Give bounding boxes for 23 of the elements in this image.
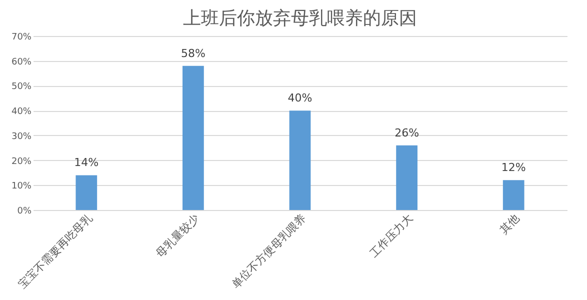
y-tick-label: 40% (11, 107, 32, 118)
data-label: 12% (501, 161, 526, 174)
chart-title: 上班后你放弃母乳喂养的原因 (183, 8, 417, 29)
x-tick-label: 其他 (497, 212, 522, 237)
y-tick-label: 60% (11, 57, 32, 68)
data-label: 26% (394, 126, 420, 140)
x-tick-label: 母乳量较少 (154, 212, 202, 260)
y-tick-label: 50% (11, 82, 32, 92)
y-tick-label: 0% (17, 206, 32, 216)
bar (76, 175, 98, 210)
y-tick-label: 30% (11, 132, 32, 142)
y-tick-label: 20% (11, 156, 32, 167)
x-tick-label: 单位不方便母乳喂养 (229, 212, 308, 291)
bar (396, 145, 418, 210)
data-label: 40% (288, 92, 312, 105)
data-label: 58% (180, 46, 206, 60)
data-label: 14% (74, 156, 99, 170)
y-tick-label: 10% (11, 182, 32, 192)
bar (289, 110, 311, 210)
x-tick-label: 工作压力大 (367, 212, 416, 260)
bar (182, 66, 204, 210)
bar (502, 180, 524, 210)
y-tick-label: 70% (11, 32, 32, 42)
